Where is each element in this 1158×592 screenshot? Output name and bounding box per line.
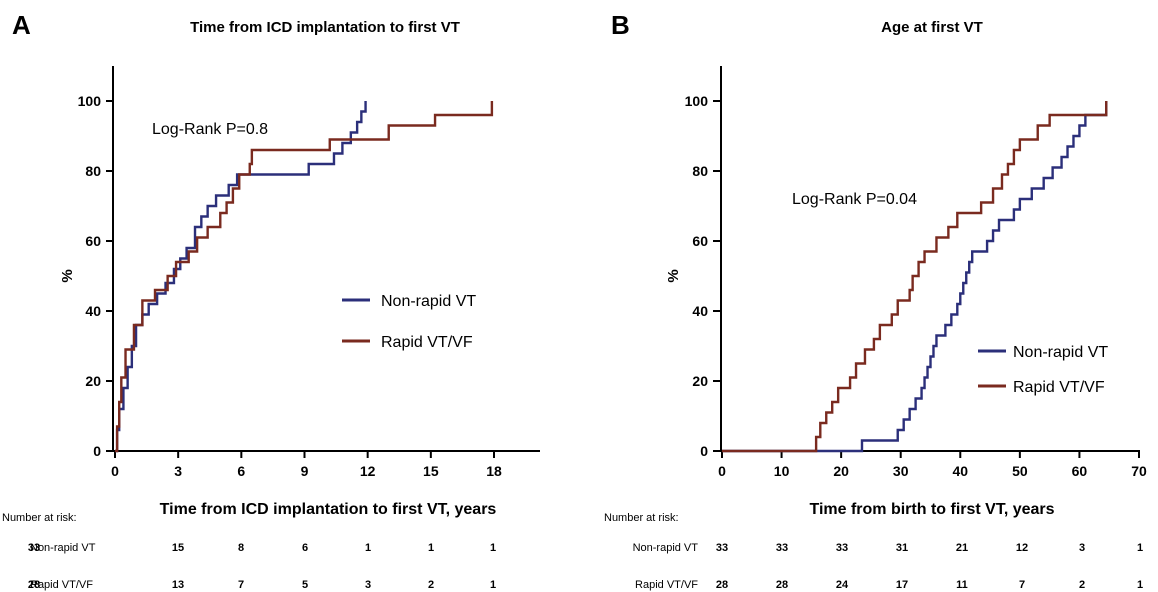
panel-b-risk-cell: 12 xyxy=(1016,542,1028,554)
panel-a-x-tick-label: 9 xyxy=(301,463,309,479)
panel-a-x-axis-label: Time from ICD implantation to first VT, … xyxy=(160,501,497,518)
panel-a-risk-row-rapid-name: Rapid VT/VF xyxy=(30,579,93,591)
panel-a-risk-cell: 1 xyxy=(365,542,371,554)
panel-b-x-ticks: 0 10 20 30 40 50 60 70 xyxy=(718,451,1147,479)
panel-a-axes xyxy=(112,66,540,452)
panel-a-series-rapid-line xyxy=(115,101,494,453)
panel-b-x-axis-label: Time from birth to first VT, years xyxy=(809,501,1054,518)
panel-a-risk-header: Number at risk: xyxy=(2,512,77,524)
panel-b-x-tick-label: 10 xyxy=(774,463,790,479)
panel-a-risk-row-nonrapid-name: Non-rapid VT xyxy=(30,542,96,554)
panel-b-y-tick-label: 0 xyxy=(700,443,708,459)
panel-b-risk-cell: 1 xyxy=(1137,579,1143,591)
panel-a-risk-cell: 1 xyxy=(490,579,496,591)
panel-a-risk-cell: 1 xyxy=(428,542,434,554)
panel-a-x-ticks: 0 3 6 9 12 15 18 xyxy=(111,451,502,479)
panel-a-y-tick-label: 0 xyxy=(93,443,101,459)
panel-a-y-tick-label: 20 xyxy=(85,373,101,389)
panel-b-series-nonrapid-line xyxy=(722,101,1108,453)
panel-a-legend-label-rapid: Rapid VT/VF xyxy=(381,334,473,351)
panel-b-risk-cell: 3 xyxy=(1079,542,1085,554)
panel-b-x-tick-label: 20 xyxy=(833,463,849,479)
panel-b-x-tick-label: 0 xyxy=(718,463,726,479)
panel-a-x-tick-label: 3 xyxy=(174,463,182,479)
panel-b-risk-cell: 33 xyxy=(716,542,728,554)
panel-b-series-rapid-line xyxy=(722,101,1108,453)
panel-a-risk-cell: 5 xyxy=(302,579,308,591)
panel-a-risk-cell: 7 xyxy=(238,579,244,591)
panel-b-risk-cell: 28 xyxy=(776,579,788,591)
panel-b-y-axis-label: % xyxy=(665,269,682,282)
panel-a-risk-cell: 15 xyxy=(172,542,184,554)
panel-a-risk-values: 33 15 8 6 1 1 1 28 13 7 5 3 2 1 xyxy=(28,542,496,591)
panel-a-y-tick-label: 80 xyxy=(85,163,101,179)
panel-b-risk-values: 33 33 33 31 21 12 3 128 28 24 17 11 7 2 1 xyxy=(716,542,1143,591)
panel-b-x-tick-label: 40 xyxy=(952,463,968,479)
panel-b-risk-cell: 1 xyxy=(1137,542,1143,554)
panel-a-legend: Non-rapid VT Rapid VT/VF xyxy=(342,293,476,351)
panel-b-x-tick-label: 50 xyxy=(1012,463,1028,479)
panel-a-risk-cell: 2 xyxy=(428,579,434,591)
panel-a-x-tick-label: 6 xyxy=(237,463,245,479)
panel-b-risk-cell: 24 xyxy=(836,579,849,591)
panel-a-y-axis-label: % xyxy=(59,269,76,282)
panel-a-risk-cell: 28 xyxy=(28,579,40,591)
panel-b-risk-cell: 17 xyxy=(896,579,908,591)
panel-a-risk-table: Number at risk: Non-rapid VT Rapid VT/VF… xyxy=(2,512,496,591)
panel-b-legend-label-rapid: Rapid VT/VF xyxy=(1013,379,1105,396)
panel-a-y-tick-label: 40 xyxy=(85,303,101,319)
panel-b-risk-cell: 2 xyxy=(1079,579,1085,591)
panel-b-x-tick-label: 70 xyxy=(1131,463,1147,479)
panel-b-legend-label-nonrapid: Non-rapid VT xyxy=(1013,344,1108,361)
panel-a-x-tick-label: 15 xyxy=(423,463,439,479)
panel-b-title: Age at first VT xyxy=(881,19,983,36)
panel-a-x-tick-label: 18 xyxy=(486,463,502,479)
panel-b-x-tick-label: 60 xyxy=(1072,463,1088,479)
panel-b-letter: B xyxy=(611,10,630,40)
panel-a-series xyxy=(115,101,494,453)
panel-a-logrank-annotation: Log-Rank P=0.8 xyxy=(152,121,268,138)
panel-b-series xyxy=(722,101,1108,453)
panel-b-risk-cell: 11 xyxy=(956,579,968,591)
panel-a-title: Time from ICD implantation to first VT xyxy=(190,19,460,36)
panel-b-x-tick-label: 30 xyxy=(893,463,909,479)
panel-b-y-tick-label: 80 xyxy=(692,163,708,179)
panel-a-x-tick-label: 0 xyxy=(111,463,119,479)
panel-a-y-ticks: 0 20 40 60 80 100 xyxy=(78,93,114,459)
panel-b-y-tick-label: 100 xyxy=(685,93,709,109)
panel-a-risk-cell: 1 xyxy=(490,542,496,554)
panel-a-y-tick-label: 100 xyxy=(78,93,102,109)
panel-b-risk-cell: 33 xyxy=(776,542,788,554)
panel-a-series-nonrapid-line xyxy=(115,101,367,453)
panel-b-logrank-annotation: Log-Rank P=0.04 xyxy=(792,191,917,208)
panel-a-risk-cell: 6 xyxy=(302,542,308,554)
panel-b-y-tick-label: 40 xyxy=(692,303,708,319)
panel-a-risk-cell: 13 xyxy=(172,579,184,591)
panel-b-risk-cell: 21 xyxy=(956,542,968,554)
panel-b-risk-row-nonrapid-name: Non-rapid VT xyxy=(633,542,699,554)
panel-b-risk-cell: 33 xyxy=(836,542,848,554)
panel-b-y-tick-label: 20 xyxy=(692,373,708,389)
panel-b-risk-header: Number at risk: xyxy=(604,512,679,524)
panel-b-risk-cell: 7 xyxy=(1019,579,1025,591)
panel-a-legend-label-nonrapid: Non-rapid VT xyxy=(381,293,476,310)
panel-a: A Time from ICD implantation to first VT… xyxy=(2,10,540,591)
panel-b-risk-table: Number at risk: Non-rapid VT Rapid VT/VF… xyxy=(604,512,1143,591)
panel-b-legend: Non-rapid VT Rapid VT/VF xyxy=(978,344,1108,396)
panel-b-risk-row-rapid-name: Rapid VT/VF xyxy=(635,579,698,591)
panel-a-risk-cell: 8 xyxy=(238,542,244,554)
panel-b-y-tick-label: 60 xyxy=(692,233,708,249)
panel-a-risk-cell: 33 xyxy=(28,542,40,554)
panel-b-risk-cell: 31 xyxy=(896,542,908,554)
panel-a-x-tick-label: 12 xyxy=(360,463,376,479)
panel-a-risk-cell: 3 xyxy=(365,579,371,591)
panel-b-y-ticks: 0 20 40 60 80 100 xyxy=(685,93,721,459)
panel-a-letter: A xyxy=(12,10,31,40)
panel-a-y-tick-label: 60 xyxy=(85,233,101,249)
panel-b: B Age at first VT Log-Rank P=0.04 % Time… xyxy=(604,10,1147,591)
panel-b-risk-cell: 28 xyxy=(716,579,728,591)
